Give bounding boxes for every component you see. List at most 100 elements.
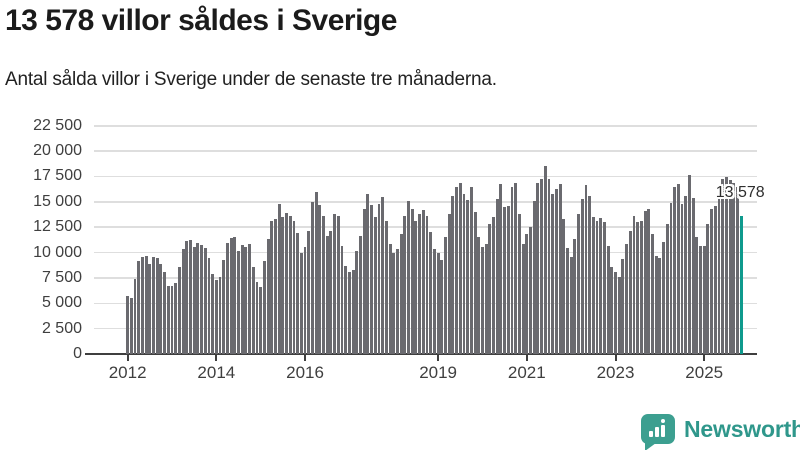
bar xyxy=(529,227,532,354)
bar xyxy=(207,257,211,354)
bar xyxy=(140,256,144,354)
bar xyxy=(222,259,226,354)
bar xyxy=(262,260,266,354)
bar xyxy=(547,178,551,354)
gridline xyxy=(94,125,757,127)
bar xyxy=(684,195,688,354)
gridline xyxy=(94,201,757,203)
bar xyxy=(695,237,699,354)
y-axis-tick-label: 17 500 xyxy=(33,167,82,185)
y-axis-tick-label: 7 500 xyxy=(41,268,82,286)
bar xyxy=(444,237,447,354)
bar xyxy=(381,196,385,354)
bar xyxy=(643,210,647,354)
bar xyxy=(384,220,388,354)
bar xyxy=(639,221,643,354)
x-axis-tick xyxy=(525,355,528,361)
bar xyxy=(617,276,621,354)
bar xyxy=(517,214,521,354)
bar xyxy=(584,184,588,354)
bar xyxy=(514,182,518,354)
bar xyxy=(251,267,255,354)
bar xyxy=(632,215,636,354)
bar xyxy=(536,182,540,354)
x-axis-tick-label: 2012 xyxy=(108,363,147,382)
bar xyxy=(495,198,499,354)
bar xyxy=(484,244,488,354)
bar xyxy=(647,209,651,354)
bar xyxy=(710,209,714,354)
bar xyxy=(200,245,203,354)
bar xyxy=(244,247,248,354)
x-axis-tick-label: 2023 xyxy=(596,363,635,382)
bar xyxy=(525,234,529,354)
brand-name: Newsworthy xyxy=(684,415,800,442)
y-axis-tick-label: 22 500 xyxy=(33,116,82,134)
bar xyxy=(717,186,721,354)
bar xyxy=(288,216,292,354)
bar xyxy=(189,240,192,354)
y-axis-tick-label: 15 000 xyxy=(33,192,82,210)
bar xyxy=(462,193,466,354)
y-axis-tick-label: 5 000 xyxy=(41,294,82,312)
bar xyxy=(680,204,684,354)
bar xyxy=(654,255,658,354)
bar xyxy=(432,249,436,354)
bar xyxy=(447,213,451,354)
bar xyxy=(506,205,510,354)
bar xyxy=(451,195,455,354)
page-title: 13 578 villor såldes i Sverige xyxy=(5,4,397,37)
bar xyxy=(418,213,422,354)
bar xyxy=(699,245,702,354)
bar xyxy=(336,216,340,354)
gridline xyxy=(94,251,757,254)
bar xyxy=(322,216,325,354)
bar xyxy=(285,212,289,354)
bar xyxy=(676,184,680,354)
bar xyxy=(673,187,677,354)
bar xyxy=(126,296,130,354)
bar xyxy=(577,214,580,354)
bar xyxy=(543,165,547,354)
bar xyxy=(610,267,614,354)
bar xyxy=(503,207,507,354)
bar xyxy=(658,258,662,354)
bar xyxy=(248,244,252,354)
y-axis-tick-label: 2 500 xyxy=(41,319,82,337)
bar xyxy=(351,269,355,354)
bar xyxy=(373,216,377,354)
bar xyxy=(414,221,418,354)
bar xyxy=(214,279,218,354)
bar xyxy=(510,187,514,354)
bar xyxy=(724,176,728,354)
y-axis-tick-label: 12 500 xyxy=(33,218,82,236)
bar xyxy=(259,286,263,354)
bar xyxy=(347,272,351,354)
gridline xyxy=(94,175,757,178)
bar xyxy=(540,178,544,354)
bar xyxy=(307,230,311,354)
bar xyxy=(159,263,163,354)
bar xyxy=(614,272,617,354)
bar xyxy=(399,234,403,354)
bar xyxy=(340,245,344,354)
bar xyxy=(551,193,555,354)
bar xyxy=(580,199,584,354)
bar xyxy=(274,219,277,354)
newsworthy-logo[interactable]: Newsworthy xyxy=(641,414,800,450)
x-axis-tick xyxy=(126,355,129,361)
x-axis-tick xyxy=(215,355,218,361)
bar xyxy=(736,186,739,354)
bar xyxy=(370,205,374,354)
bar xyxy=(281,217,285,354)
bar xyxy=(129,297,133,354)
bar xyxy=(314,192,318,354)
bar xyxy=(662,242,665,354)
y-axis-tick-label: 0 xyxy=(73,345,82,362)
bar xyxy=(211,273,215,354)
bar xyxy=(488,224,492,354)
x-axis-tick xyxy=(614,355,617,361)
y-axis-tick-label: 10 000 xyxy=(33,243,82,261)
bar xyxy=(229,238,233,354)
